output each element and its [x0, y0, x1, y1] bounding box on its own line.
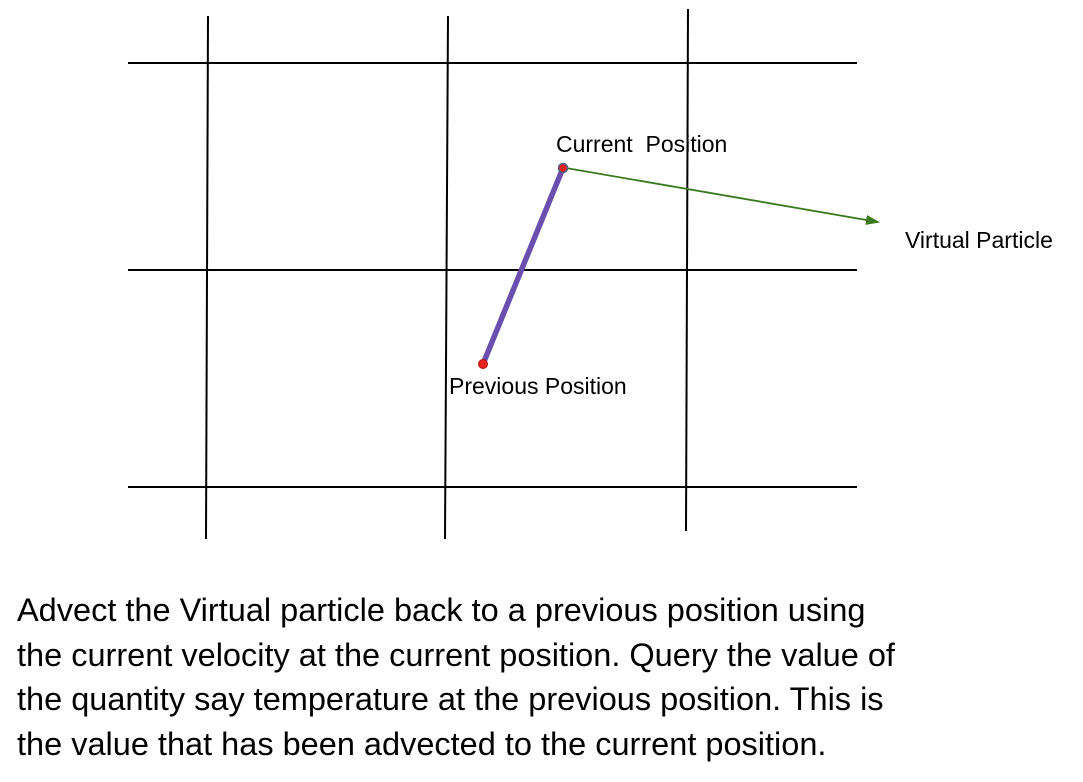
velocity-arrow [565, 167, 880, 225]
current-position-label: Current Position [556, 131, 727, 157]
grid [128, 8, 857, 540]
caption-line-1: Advect the Virtual particle back to a pr… [17, 592, 866, 628]
grid-line-vertical-right [685, 8, 689, 532]
current-position-point [557, 162, 569, 174]
caption-line-4: the value that has been advected to the … [17, 725, 827, 762]
grid-line-vertical-left [205, 15, 209, 540]
backtrace-path [480, 165, 566, 367]
advection-diagram: Current Position Previous Position Virtu… [128, 8, 1053, 540]
caption: Advect the Virtual particle back to a pr… [17, 588, 1067, 766]
grid-line-vertical-center [444, 15, 449, 540]
caption-line-3: the quantity say temperature at the prev… [17, 681, 884, 717]
virtual-particle-label: Virtual Particle [905, 227, 1053, 253]
previous-position-label: Previous Position [449, 373, 627, 399]
previous-position-point [478, 359, 488, 369]
caption-line-2: the current velocity at the current posi… [17, 636, 895, 673]
